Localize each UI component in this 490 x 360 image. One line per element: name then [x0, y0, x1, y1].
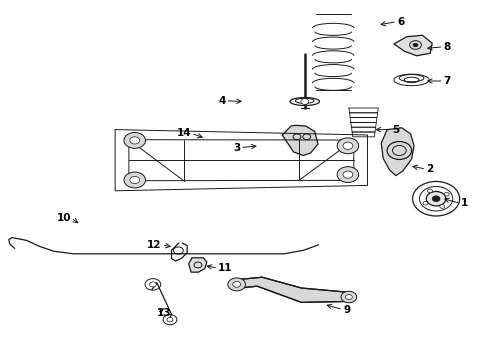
- Circle shape: [167, 318, 173, 322]
- Text: 4: 4: [218, 96, 225, 106]
- Circle shape: [343, 142, 353, 149]
- Polygon shape: [381, 128, 414, 176]
- Circle shape: [444, 192, 449, 196]
- Circle shape: [341, 291, 357, 303]
- Text: 5: 5: [392, 125, 399, 135]
- Text: 12: 12: [147, 240, 162, 250]
- Circle shape: [432, 196, 440, 202]
- Polygon shape: [233, 277, 353, 302]
- Circle shape: [301, 99, 309, 104]
- Text: 6: 6: [397, 17, 404, 27]
- Circle shape: [440, 205, 444, 208]
- Polygon shape: [189, 258, 207, 272]
- Text: 2: 2: [426, 164, 434, 174]
- Circle shape: [130, 137, 140, 144]
- Circle shape: [343, 171, 353, 178]
- Circle shape: [337, 138, 359, 154]
- Circle shape: [427, 189, 433, 193]
- Circle shape: [124, 132, 146, 148]
- Polygon shape: [394, 35, 432, 56]
- Circle shape: [124, 172, 146, 188]
- Text: 9: 9: [343, 305, 350, 315]
- Circle shape: [345, 294, 352, 300]
- Text: 13: 13: [157, 308, 172, 318]
- Circle shape: [130, 176, 140, 184]
- Text: 3: 3: [233, 143, 240, 153]
- Polygon shape: [282, 125, 318, 156]
- Text: 1: 1: [461, 198, 468, 208]
- Circle shape: [413, 43, 418, 47]
- Circle shape: [228, 278, 245, 291]
- Text: 10: 10: [56, 213, 71, 223]
- Circle shape: [337, 167, 359, 183]
- Circle shape: [423, 202, 428, 205]
- Text: 14: 14: [176, 128, 191, 138]
- Text: 7: 7: [443, 76, 451, 86]
- Text: 11: 11: [218, 263, 233, 273]
- Circle shape: [426, 192, 446, 206]
- Circle shape: [149, 282, 156, 287]
- Text: 8: 8: [443, 42, 451, 52]
- Circle shape: [233, 282, 241, 287]
